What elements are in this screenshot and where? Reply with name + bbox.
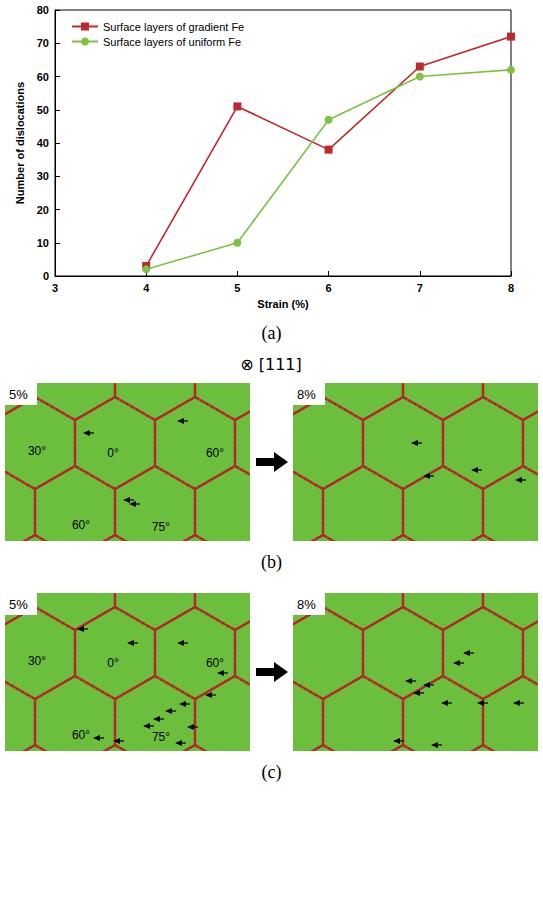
svg-text:Surface layers of uniform Fe: Surface layers of uniform Fe [103,36,241,48]
svg-text:⊗ [111]: ⊗ [111] [240,355,302,374]
svg-text:75°: 75° [152,730,170,744]
svg-text:Strain (%): Strain (%) [257,298,309,310]
svg-text:10: 10 [37,237,49,249]
svg-text:5: 5 [234,282,240,294]
svg-text:60°: 60° [206,656,224,670]
svg-text:0°: 0° [107,446,119,460]
svg-text:20: 20 [37,204,49,216]
svg-text:8%: 8% [297,597,316,612]
svg-text:80: 80 [37,4,49,16]
svg-text:40: 40 [37,137,49,149]
svg-text:70: 70 [37,37,49,49]
svg-text:60°: 60° [206,446,224,460]
svg-text:5%: 5% [9,597,28,612]
svg-text:5%: 5% [9,387,28,402]
svg-text:0°: 0° [107,656,119,670]
svg-text:8%: 8% [297,387,316,402]
svg-text:4: 4 [143,282,150,294]
svg-text:75°: 75° [152,520,170,534]
svg-text:Number of dislocations: Number of dislocations [14,82,26,204]
svg-text:30°: 30° [28,654,46,668]
html-text:(c): (c) [261,762,282,782]
html-text:(a): (a) [261,323,282,343]
html-text:(b): (b) [261,552,282,572]
svg-text:30°: 30° [28,444,46,458]
svg-text:50: 50 [37,104,49,116]
svg-text:7: 7 [417,282,423,294]
svg-text:0: 0 [43,270,49,282]
svg-text:60: 60 [37,71,49,83]
svg-text:60°: 60° [72,518,90,532]
svg-text:8: 8 [508,282,514,294]
svg-text:30: 30 [37,170,49,182]
svg-text:Surface layers of gradient Fe: Surface layers of gradient Fe [103,21,244,33]
svg-text:6: 6 [326,282,332,294]
svg-text:60°: 60° [72,728,90,742]
svg-text:3: 3 [52,282,58,294]
